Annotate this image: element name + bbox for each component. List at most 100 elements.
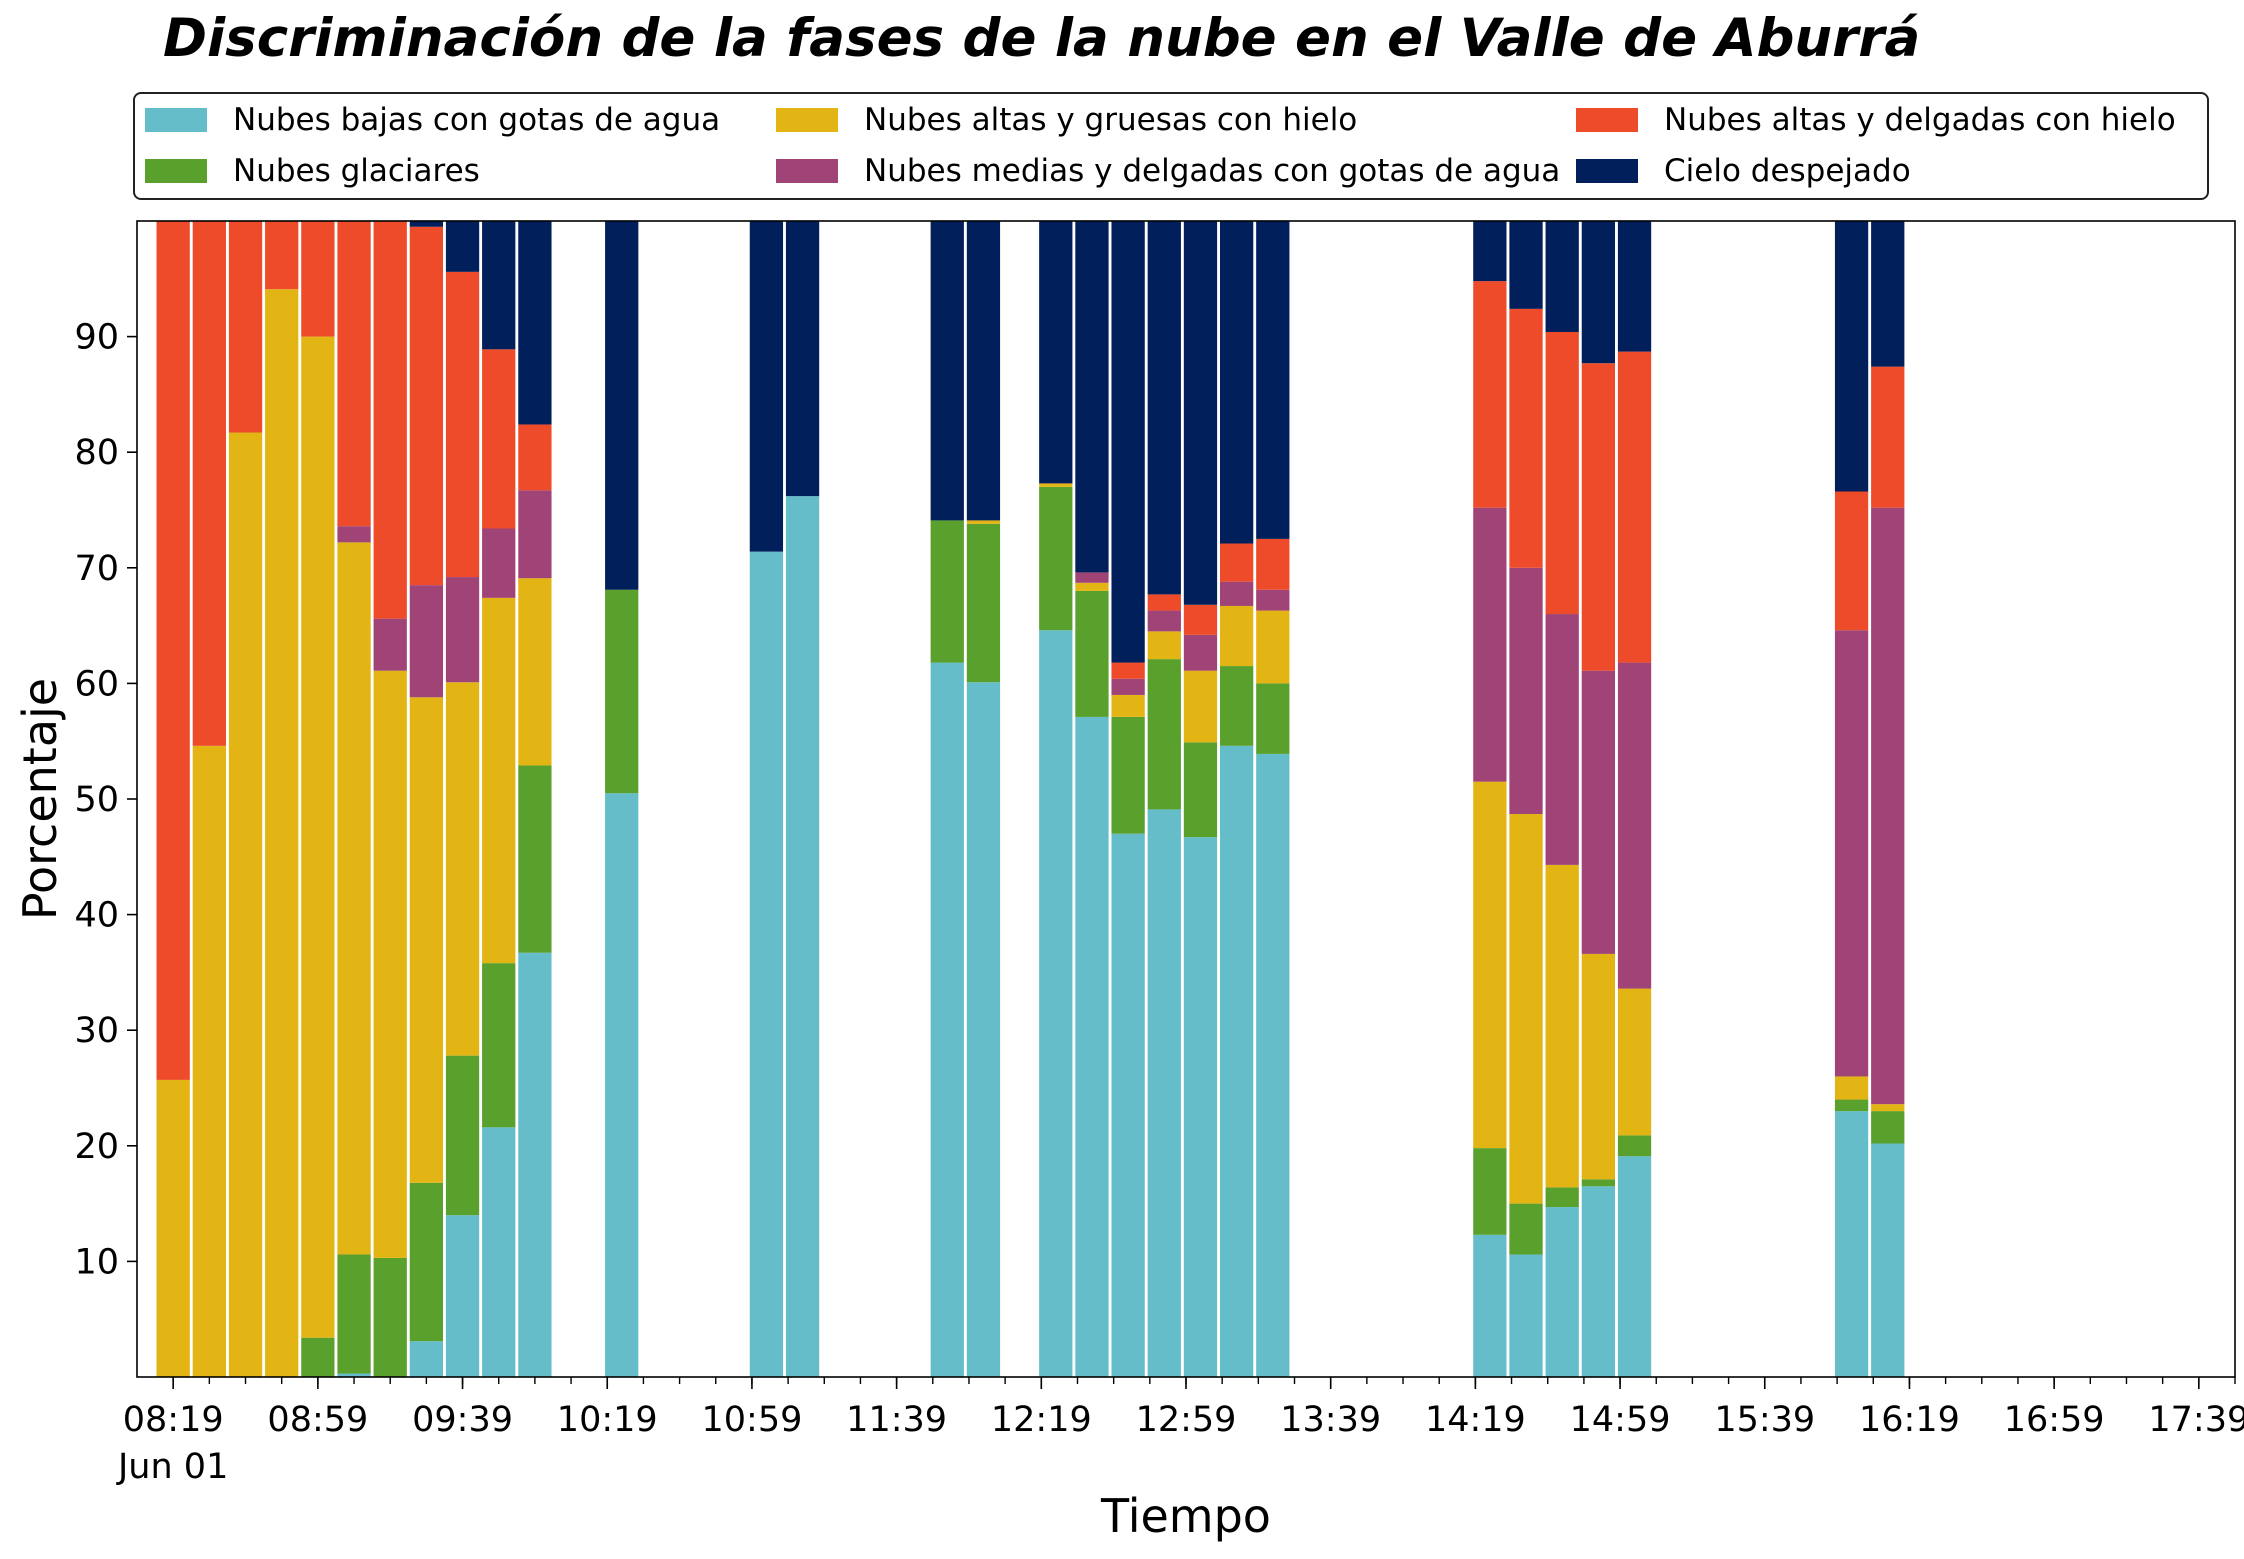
bar-segment	[482, 349, 516, 529]
x-tick-label: 09:39	[412, 1400, 513, 1440]
bar-segment	[228, 221, 263, 433]
bar-segment	[1111, 716, 1145, 834]
bar-segment	[749, 551, 784, 1377]
bar-segment	[1545, 331, 1579, 615]
bar-segment	[1220, 543, 1254, 582]
bar-segment	[1147, 594, 1181, 611]
bar-segment	[1834, 1076, 1869, 1100]
bar-segment	[605, 221, 639, 590]
legend-swatch	[1576, 159, 1638, 183]
bar-segment	[1509, 814, 1543, 1204]
bar-segment	[1581, 363, 1616, 671]
bar-segment	[1075, 590, 1109, 717]
bar-segment	[482, 963, 516, 1128]
bar-segment	[930, 520, 964, 663]
y-tick-label: 90	[74, 318, 119, 358]
x-tick-label: 15:39	[1714, 1400, 1815, 1440]
bar-segment	[1834, 1099, 1869, 1112]
legend-label: Nubes medias y delgadas con gotas de agu…	[864, 153, 1561, 189]
bar-segment	[1473, 221, 1507, 282]
bar-segment	[1183, 837, 1218, 1377]
legend-item: Nubes altas y gruesas con hielo	[776, 100, 1357, 140]
x-tick-label: 14:19	[1425, 1400, 1526, 1440]
bar-segment	[1256, 589, 1290, 611]
bar-segment	[409, 221, 444, 227]
bar-segment	[445, 271, 480, 578]
bar-segment	[1509, 1254, 1543, 1377]
bar-segment	[1183, 670, 1218, 743]
bar-segment	[482, 221, 516, 350]
x-tick-label: 12:59	[1136, 1400, 1237, 1440]
bar-segment	[445, 577, 480, 683]
bar-segment	[1039, 486, 1073, 631]
bar-segment	[1545, 221, 1579, 332]
legend-swatch	[145, 159, 207, 183]
bar-segment	[785, 221, 820, 497]
bar-segment	[1617, 1156, 1652, 1377]
bar-segment	[301, 336, 335, 1338]
bar-segment	[445, 221, 480, 272]
x-date-label: Jun 01	[116, 1447, 228, 1487]
bar-segment	[1581, 953, 1616, 1180]
bar-segment	[1509, 308, 1543, 568]
bar-segment	[1834, 630, 1869, 1077]
bar-segment	[265, 221, 299, 290]
bar-segment	[1220, 745, 1254, 1377]
legend-item: Nubes glaciares	[145, 151, 480, 191]
bar-segment	[337, 526, 371, 543]
bar-segment	[1111, 833, 1145, 1377]
x-tick-label: 14:59	[1570, 1400, 1671, 1440]
bar-segment	[373, 1257, 407, 1377]
bar-segment	[1220, 221, 1254, 544]
bar-segment	[930, 221, 964, 521]
bar-segment	[1147, 631, 1181, 660]
bar-segment	[1147, 809, 1181, 1377]
y-axis-title: Porcentaje	[13, 678, 67, 920]
legend-swatch	[1576, 108, 1638, 132]
bar-segment	[1075, 716, 1109, 1377]
bar-segment	[482, 597, 516, 964]
bar-segment	[1220, 581, 1254, 606]
bar-segment	[518, 578, 552, 766]
bar-segment	[1183, 221, 1218, 605]
bar-segment	[445, 1215, 480, 1377]
bar-segment	[1256, 753, 1290, 1377]
bar-segment	[1509, 567, 1543, 815]
x-tick-label: 10:19	[557, 1400, 658, 1440]
x-axis-title: Tiempo	[1100, 1489, 1271, 1543]
bar-segment	[409, 697, 444, 1183]
legend: Nubes bajas con gotas de agua Nubes glaci…	[133, 92, 2209, 200]
bar-segment	[1834, 491, 1869, 631]
bar-segment	[1183, 604, 1218, 635]
bar-segment	[1183, 634, 1218, 671]
bar-segment	[966, 523, 1001, 683]
x-tick-label: 12:19	[991, 1400, 1092, 1440]
bar-segment	[192, 221, 226, 746]
bar-segment	[1256, 610, 1290, 684]
bar-segment	[1871, 1143, 1905, 1377]
bar-segment	[1871, 1104, 1905, 1112]
bar-segment	[1871, 1111, 1905, 1144]
bar-segment	[518, 952, 552, 1377]
legend-swatch	[776, 108, 838, 132]
bar-segment	[337, 221, 371, 527]
legend-label: Cielo despejado	[1664, 153, 1911, 189]
bar-segment	[1220, 605, 1254, 667]
bar-segment	[156, 221, 190, 1080]
chart-title: Discriminación de la fases de la nube en…	[163, 8, 1921, 69]
legend-item: Cielo despejado	[1576, 151, 1911, 191]
bar-segment	[373, 221, 407, 619]
x-tick-label: 08:19	[123, 1400, 224, 1440]
bar-segment	[337, 1254, 371, 1374]
bar-segment	[518, 765, 552, 953]
legend-label: Nubes bajas con gotas de agua	[233, 102, 721, 138]
bar-segment	[605, 793, 639, 1377]
y-tick-label: 10	[74, 1242, 119, 1282]
bar-segment	[1039, 630, 1073, 1377]
bar-segment	[482, 1127, 516, 1377]
bar-segment	[966, 682, 1001, 1377]
bar-segment	[930, 662, 964, 1377]
bar-segment	[1834, 1111, 1869, 1377]
x-tick-label: 08:59	[267, 1400, 368, 1440]
